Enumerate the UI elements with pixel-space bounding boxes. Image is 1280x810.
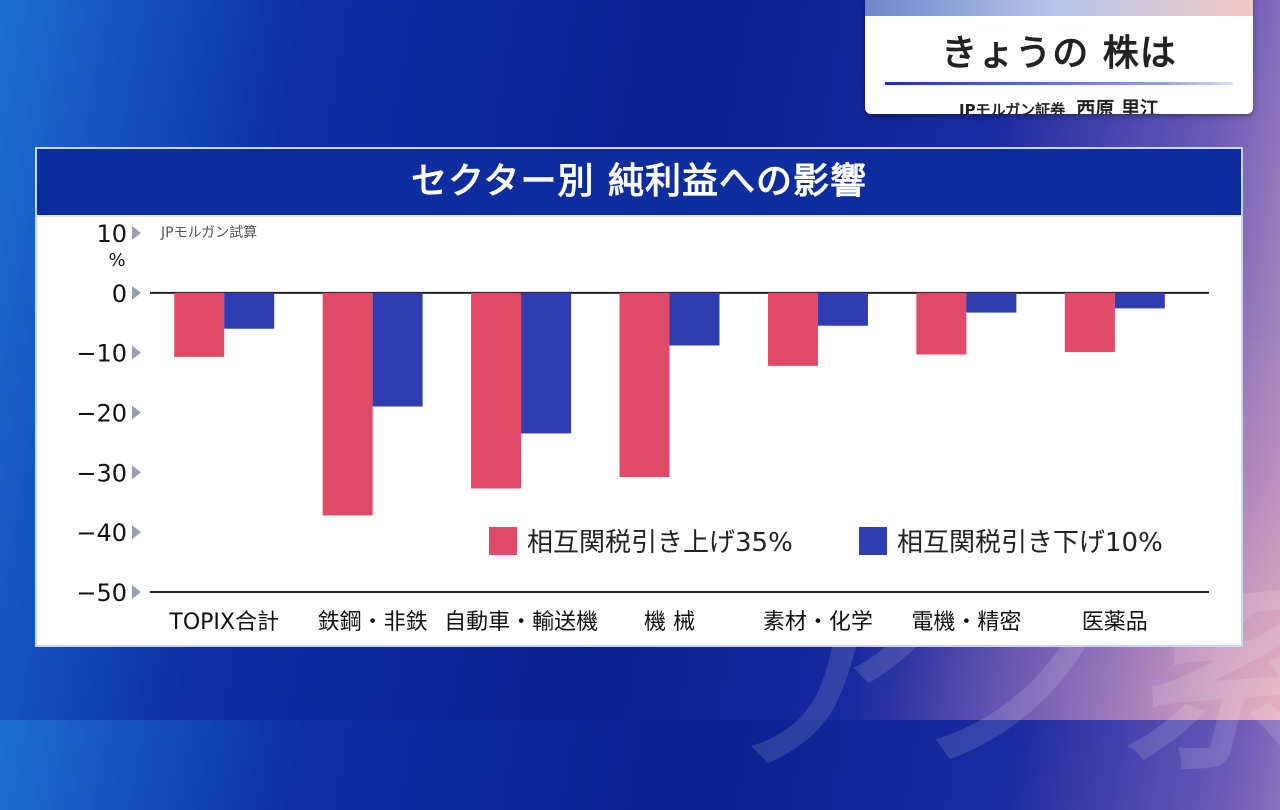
y-tick-arrow [132,405,141,420]
y-tick-arrow [132,465,141,480]
category-label: 鉄鋼・非鉄 [318,610,428,635]
y-axis-unit: % [108,250,125,271]
bar-series2 [966,292,1017,313]
bar-chart: 10 0 −10 −20 −30 −40 −50% JPモルガン試算 TOPIX合計 鉄鋼・非鉄自… [76,220,1209,635]
bar-series1 [767,292,818,366]
category-label: TOPIX合計 [168,610,279,635]
caption-rule [885,82,1233,85]
caption-top-bar [865,0,1253,16]
y-tick-label: −20 [76,400,127,428]
y-tick-arrow [132,585,141,599]
category-label: 自動車・輸送機 [444,610,598,635]
y-tick-arrow [132,285,141,300]
y-tick-label: −50 [76,579,127,607]
bar-series1 [471,292,522,489]
guest-name: 西原 里江 [1076,98,1159,114]
category-label: 電機・精密 [911,610,1021,635]
source-note: JPモルガン試算 [160,225,257,241]
category-label: 医薬品 [1082,610,1148,635]
bar-series2 [1114,292,1165,309]
program-caption: きょうの 株は JPモルガン証券 西原 里江 [865,0,1253,114]
legend-label: 相互関税引き下げ10% [897,528,1163,558]
bar-series2 [224,292,275,329]
caption-title: きょうの 株は [941,33,1177,74]
bar-series1 [1064,292,1115,353]
chart-panel: セクター別 純利益への影響 10 0 −10 −20 −30 −40 −50% JPモルガン試… [35,147,1243,647]
y-tick-arrow [132,345,141,360]
y-tick-label: 10 [96,220,127,248]
bar-series2 [521,292,572,434]
y-tick-arrow [132,226,141,240]
bar-series1 [174,292,225,357]
bar-series1 [916,292,967,355]
bar-series2 [817,292,868,326]
category-label: 素材・化学 [763,610,873,635]
legend-swatch [489,527,517,555]
bar-series2 [669,292,720,346]
y-tick-arrow [132,525,141,540]
bar-series1 [322,292,373,516]
y-tick-label: −40 [76,519,127,547]
guest-company: JPモルガン証券 [959,101,1066,114]
legend-label: 相互関税引き上げ35% [527,528,793,558]
y-tick-label: 0 [112,280,127,308]
bar-series1 [619,292,670,478]
legend-swatch [859,527,887,555]
category-label: 機 械 [644,610,695,635]
caption-guest: JPモルガン証券 西原 里江 [865,94,1253,114]
y-tick-label: −10 [76,340,127,368]
y-tick-label: −30 [76,459,127,487]
chart-title: セクター別 純利益への影響 [37,149,1241,217]
bar-series2 [372,292,423,407]
